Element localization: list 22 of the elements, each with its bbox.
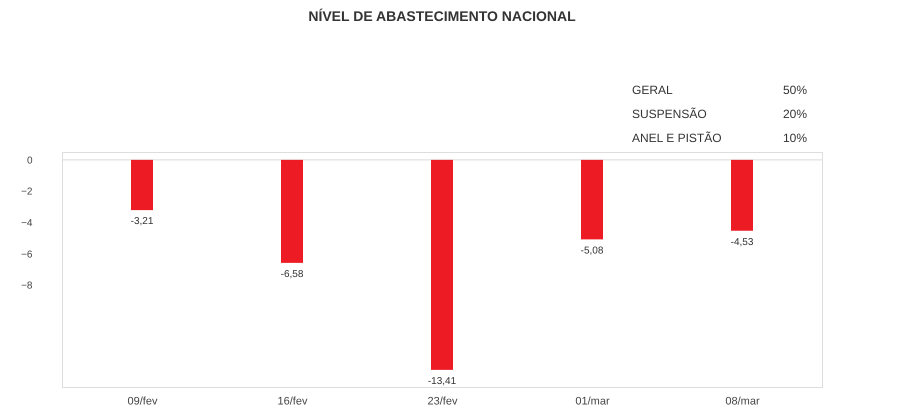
text: GERAL: [632, 83, 674, 97]
x-tick-label: 09/fev: [128, 396, 158, 405]
text: 10%: [782, 131, 808, 145]
text: 50%: [782, 83, 808, 97]
x-tick-label: 01/mar: [575, 396, 610, 405]
chart-title: NÍVEL DE ABASTECIMENTO NACIONAL: [308, 8, 576, 24]
text: ANEL E PISTÃO: [632, 131, 722, 145]
data-label: -13,41: [428, 376, 457, 387]
x-tick-label: 08/mar: [725, 396, 760, 405]
y-tick-label: −4: [21, 218, 33, 229]
text: SUSPENSÃO: [632, 107, 707, 121]
x-tick-label: 23/fev: [428, 396, 458, 405]
y-tick-label: 0: [26, 155, 33, 166]
y-tick-label: −8: [21, 280, 33, 292]
data-label: -6,58: [280, 268, 304, 280]
text: 20%: [782, 107, 808, 121]
y-tick-label: −2: [21, 186, 33, 198]
data-label: -3,21: [130, 216, 154, 228]
data-label: -5,08: [580, 245, 604, 256]
x-tick-label: 16/fev: [278, 396, 308, 405]
data-label: -4,53: [730, 236, 754, 248]
y-tick-label: −6: [21, 249, 33, 260]
